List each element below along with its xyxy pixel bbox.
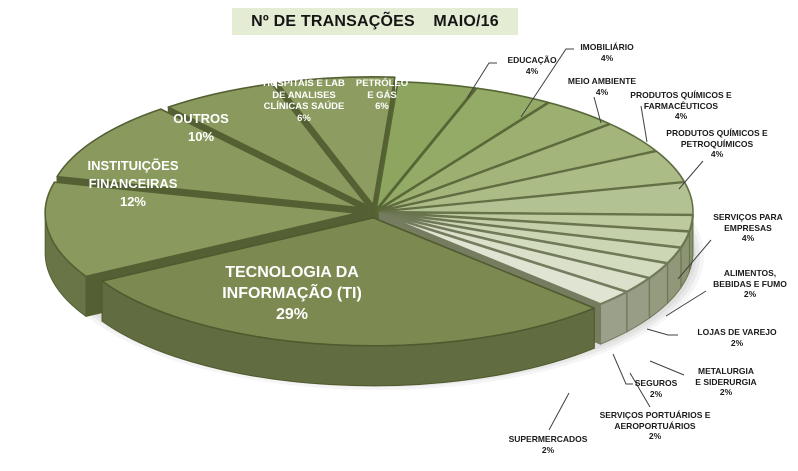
chart-title: Nº DE TRANSAÇÕES MAIO/16: [232, 8, 518, 35]
connector-supermercados: [548, 392, 570, 431]
connector-imobiliario: [520, 48, 574, 118]
slice-tecnologia-da-informacao-ti: [101, 216, 596, 347]
slice-hospitais-e-lab-de-analises-clinicas-saude: [167, 83, 369, 207]
connector-produtos-quimicos-e-farmaceuticos: [640, 105, 648, 143]
connector-meio-ambiente: [593, 96, 602, 124]
connector-alimentos-bebidas-e-fumo: [665, 290, 707, 317]
slice-outros: [56, 108, 361, 209]
slice-petroleo-e-gas: [276, 76, 396, 206]
slice-educacao: [375, 80, 477, 211]
connector-seguros: [612, 353, 633, 385]
connector-metalurgia-e-siderurgia: [649, 360, 685, 376]
slice-instituicoes-financeiras: [44, 181, 358, 278]
connector-educacao: [466, 62, 497, 99]
connector-servicos-para-empresas: [677, 239, 712, 280]
connector-servicos-portuarios-e-aeroportuarios: [629, 372, 651, 408]
slice-supermercados: [378, 212, 628, 306]
connector-lojas-de-varejo: [646, 328, 678, 336]
slice-meio-ambiente: [378, 101, 611, 211]
slice-imobiliario: [376, 87, 549, 211]
connector-produtos-quimicos-e-petroquimicos: [678, 160, 704, 190]
